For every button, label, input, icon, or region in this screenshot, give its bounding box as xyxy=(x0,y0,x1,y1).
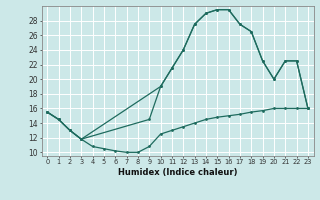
X-axis label: Humidex (Indice chaleur): Humidex (Indice chaleur) xyxy=(118,168,237,177)
